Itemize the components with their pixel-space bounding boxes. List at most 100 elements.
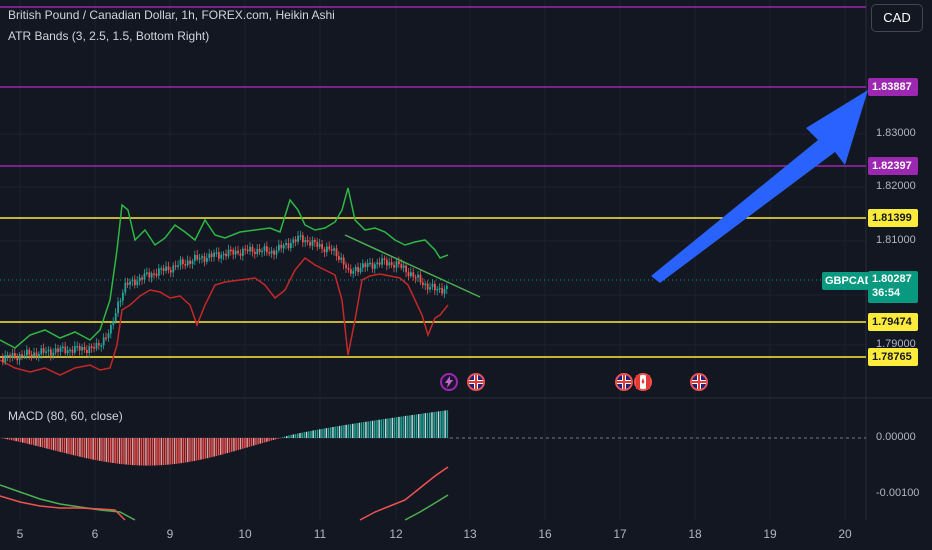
macd-histogram-bar — [37, 438, 39, 447]
macd-histogram-bar — [165, 438, 167, 465]
candle-body — [134, 279, 136, 286]
macd-histogram-bar — [442, 410, 444, 438]
candle-body — [268, 252, 271, 254]
candle-body — [40, 348, 43, 355]
candle-body — [378, 262, 381, 265]
macd-histogram-bar — [41, 438, 44, 448]
candle-body — [266, 246, 268, 253]
macd-histogram-bar — [415, 414, 418, 438]
atr-indicator-label[interactable]: ATR Bands (3, 2.5, 1.5, Bottom Right) — [8, 29, 210, 43]
macd-histogram-bar — [30, 438, 33, 445]
candle-body — [364, 263, 367, 268]
candle-body — [45, 351, 47, 353]
macd-histogram-bar — [149, 438, 152, 466]
macd-histogram-bar — [235, 438, 237, 451]
lightning-icon[interactable] — [440, 373, 458, 391]
uk-flag-icon[interactable] — [690, 373, 708, 391]
candle-body — [201, 256, 203, 259]
macd-histogram-bar — [74, 438, 77, 456]
candle-body — [124, 282, 127, 293]
macd-histogram-bar — [334, 426, 336, 438]
candle-body — [282, 245, 285, 249]
macd-histogram-bar — [264, 438, 266, 443]
candle-body — [189, 260, 191, 264]
candle-body — [285, 243, 287, 246]
macd-histogram-bar — [55, 438, 57, 451]
macd-histogram-bar — [354, 423, 356, 438]
uk-flag-icon[interactable] — [467, 373, 485, 391]
canada-flag-icon[interactable] — [634, 373, 652, 391]
candle-body — [417, 274, 419, 278]
macd-histogram-bar — [156, 438, 158, 466]
candle-body — [162, 268, 165, 271]
macd-histogram-bar — [11, 438, 13, 441]
macd-histogram-bar — [50, 438, 53, 450]
macd-histogram-bar — [215, 438, 218, 457]
time-label: 17 — [613, 527, 627, 541]
candle-body — [203, 256, 206, 262]
candle-body — [242, 248, 244, 256]
macd-histogram — [2, 410, 449, 466]
macd-histogram-bar — [125, 438, 127, 465]
candle-body — [88, 346, 91, 354]
macd-histogram-bar — [96, 438, 99, 461]
macd-histogram-bar — [90, 438, 92, 460]
candle-body — [294, 239, 297, 242]
macd-histogram-bar — [319, 429, 321, 438]
macd-histogram-bar — [211, 438, 213, 458]
macd-histogram-bar — [305, 431, 308, 438]
price-tick: 1.81000 — [876, 234, 916, 246]
candle-body — [191, 260, 194, 264]
time-label: 10 — [238, 527, 252, 541]
macd-histogram-bar — [290, 434, 292, 438]
candle-body — [249, 246, 251, 252]
macd-histogram-bar — [246, 438, 248, 448]
blue-arrow-drawing[interactable] — [651, 90, 868, 283]
macd-histogram-bar — [248, 438, 251, 447]
macd-histogram-bar — [426, 412, 429, 438]
candle-body — [263, 246, 266, 251]
symbol-title[interactable]: British Pound / Canadian Dollar, 1h, FOR… — [8, 8, 335, 22]
price-tag-level: 1.81399 — [868, 209, 918, 227]
macd-histogram-bar — [283, 436, 286, 438]
macd-histogram-bar — [338, 425, 341, 438]
candle-body — [35, 352, 38, 357]
macd-histogram-bar — [224, 438, 226, 454]
macd-histogram-bar — [378, 419, 380, 438]
macd-histogram-bar — [169, 438, 171, 465]
candle-body — [136, 280, 139, 286]
candle-body — [386, 259, 388, 266]
candle-body — [225, 253, 227, 257]
macd-histogram-bar — [17, 438, 20, 442]
bar-countdown: 36:54 — [872, 287, 901, 299]
uk-flag-icon[interactable] — [615, 373, 633, 391]
candle-body — [222, 253, 225, 256]
price-candles — [2, 230, 448, 366]
trendline[interactable] — [344, 234, 481, 298]
candle-body — [131, 279, 134, 282]
macd-histogram-bar — [70, 438, 72, 455]
macd-histogram-bar — [8, 438, 11, 440]
macd-histogram-bar — [222, 438, 224, 455]
time-label: 13 — [463, 527, 477, 541]
candle-body — [254, 251, 256, 255]
macd-indicator-label[interactable]: MACD (80, 60, close) — [8, 409, 123, 423]
macd-histogram-bar — [26, 438, 28, 444]
macd-histogram-bar — [409, 415, 411, 438]
macd-histogram-bar — [217, 438, 220, 456]
candle-body — [390, 262, 393, 266]
candle-body — [50, 349, 52, 356]
macd-histogram-bar — [176, 438, 178, 464]
candle-body — [218, 252, 220, 259]
macd-histogram-bar — [341, 425, 343, 438]
currency-button[interactable]: CAD — [871, 4, 923, 32]
price-tag-level: 1.78765 — [868, 348, 918, 366]
macd-histogram-bar — [191, 438, 193, 462]
macd-histogram-bar — [301, 432, 303, 438]
candle-body — [26, 349, 28, 356]
macd-histogram-bar — [68, 438, 70, 455]
macd-histogram-bar — [213, 438, 215, 457]
candle-body — [311, 240, 314, 246]
candle-body — [323, 248, 326, 253]
